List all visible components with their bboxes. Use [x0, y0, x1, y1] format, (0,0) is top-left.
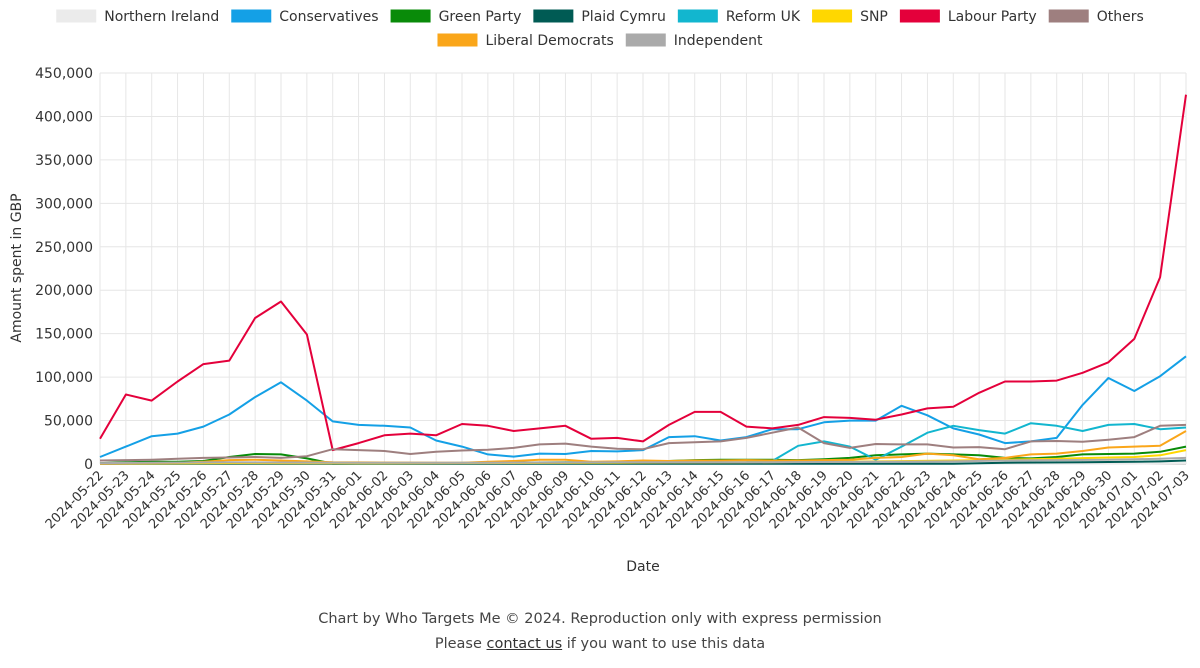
legend-item-independent[interactable]: Independent [625, 33, 763, 49]
contact-us-link[interactable]: contact us [486, 636, 563, 652]
legend-swatch [533, 9, 574, 23]
legend-item-snp[interactable]: SNP [812, 9, 888, 25]
y-tick-label: 50,000 [44, 414, 93, 430]
legend-label: Reform UK [726, 9, 801, 25]
legend-item-green-party[interactable]: Green Party [390, 9, 522, 25]
legend-swatch [437, 33, 478, 47]
line-chart: Northern Ireland Conservatives Green Party… [9, 9, 1193, 575]
footer-contact-pre: Please [434, 636, 487, 652]
y-tick-label: 100,000 [35, 370, 93, 386]
y-tick-label: 450,000 [35, 66, 93, 82]
legend-label: Green Party [439, 9, 522, 25]
legend-label: Conservatives [279, 9, 378, 25]
legend-label: Plaid Cymru [581, 9, 665, 25]
legend-item-liberal-democrats[interactable]: Liberal Democrats [437, 33, 614, 49]
legend-label: Others [1097, 9, 1144, 25]
y-tick-label: 300,000 [35, 196, 93, 212]
legend-swatch [812, 9, 853, 23]
y-tick-label: 350,000 [35, 153, 93, 169]
x-axis-label: Date [626, 559, 659, 575]
legend-label: Liberal Democrats [485, 33, 613, 49]
y-tick-label: 0 [84, 457, 93, 473]
y-tick-label: 150,000 [35, 327, 93, 343]
series-line-liberal-democrats [99, 430, 1187, 465]
footer-contact: Please contact us if you want to use thi… [0, 636, 1200, 652]
legend-label: Independent [674, 33, 763, 49]
series-line-labour-party [99, 94, 1187, 452]
legend-swatch [56, 9, 97, 23]
legend-swatch [677, 9, 718, 23]
chart-legend: Northern Ireland Conservatives Green Party… [56, 9, 1144, 49]
y-tick-label: 400,000 [35, 109, 93, 125]
chart-series [99, 94, 1187, 465]
legend-label: SNP [860, 9, 888, 25]
legend-label: Labour Party [948, 9, 1037, 25]
series-line-others [99, 423, 1187, 462]
y-axis-label: Amount spent in GBP [9, 193, 25, 342]
legend-swatch [625, 33, 666, 47]
series-line-reform-uk [746, 422, 1187, 462]
legend-label: Northern Ireland [104, 9, 219, 25]
series-line-independent [99, 456, 1187, 465]
legend-swatch [1048, 9, 1089, 23]
legend-item-conservatives[interactable]: Conservatives [231, 9, 379, 25]
legend-item-northern-ireland[interactable]: Northern Ireland [56, 9, 219, 25]
x-axis-ticks: 2024-05-222024-05-232024-05-242024-05-25… [43, 468, 1193, 532]
y-axis-ticks: 0 50,000 100,000 150,000 200,000 250,000 300,0… [35, 66, 93, 473]
legend-swatch [899, 9, 940, 23]
footer-contact-post: if you want to use this data [562, 636, 766, 652]
legend-item-plaid-cymru[interactable]: Plaid Cymru [533, 9, 666, 25]
legend-swatch [390, 9, 431, 23]
legend-item-reform-uk[interactable]: Reform UK [677, 9, 801, 25]
footer-credit-text: Chart by Who Targets Me © 2024. Reproduc… [318, 611, 882, 627]
chart-grid [99, 72, 1187, 465]
y-tick-label: 200,000 [35, 283, 93, 299]
legend-item-labour-party[interactable]: Labour Party [899, 9, 1037, 25]
footer-credit: Chart by Who Targets Me © 2024. Reproduc… [0, 611, 1200, 627]
legend-item-others[interactable]: Others [1048, 9, 1144, 25]
y-tick-label: 250,000 [35, 240, 93, 256]
legend-swatch [231, 9, 272, 23]
